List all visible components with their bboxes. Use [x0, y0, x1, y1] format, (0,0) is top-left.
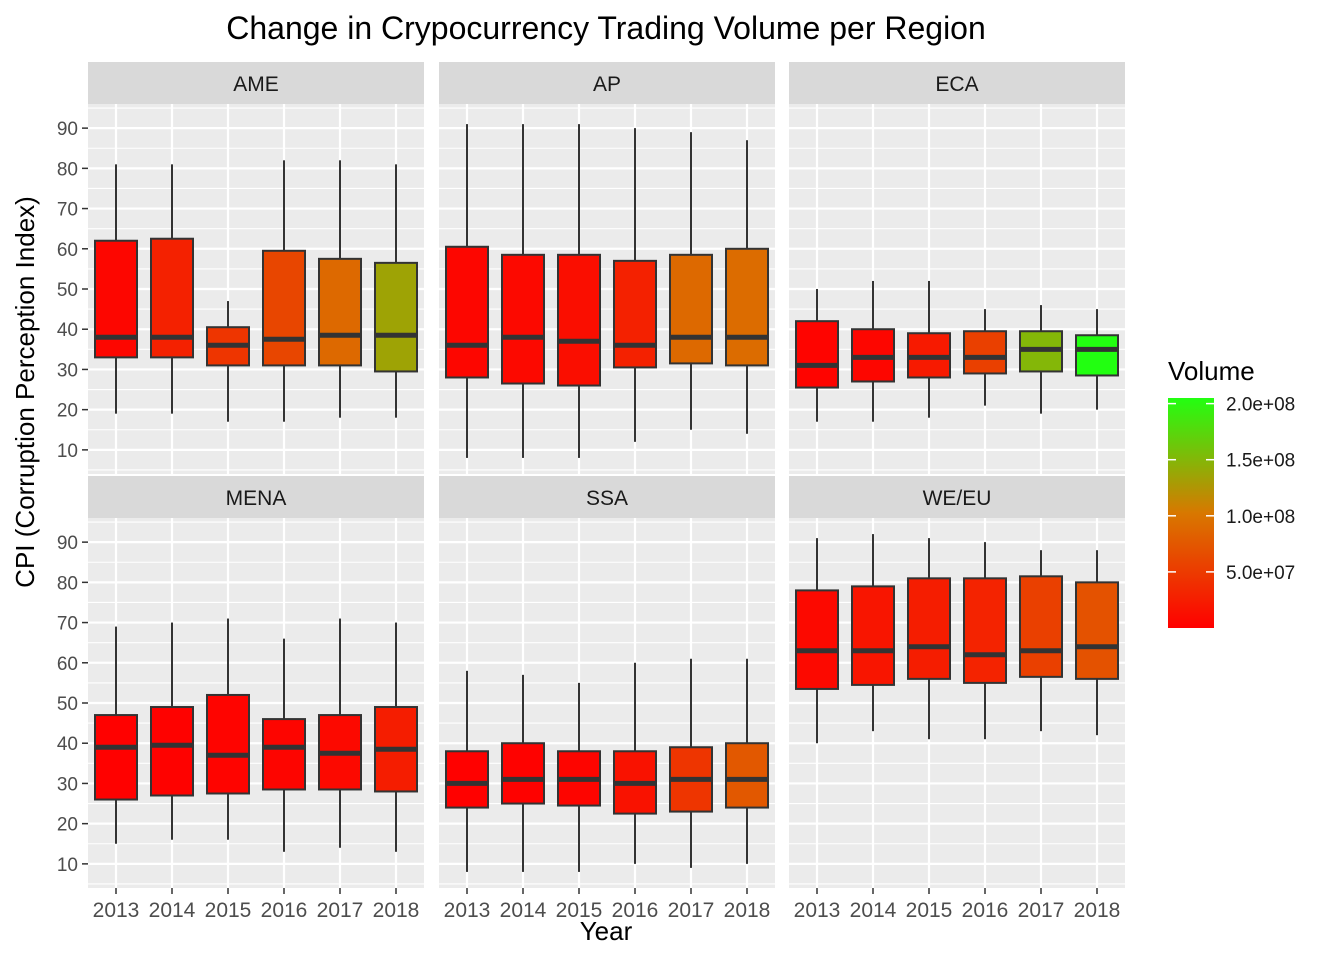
x-tick-label-2015: 2015 — [556, 899, 603, 922]
y-tick-label-20: 20 — [57, 815, 78, 836]
x-tick-label-2018: 2018 — [724, 899, 771, 922]
box-eca-2016 — [963, 330, 1007, 375]
box-ame-2016 — [262, 249, 306, 367]
y-tick-label-90: 90 — [57, 533, 78, 554]
y-tick-label-70: 70 — [57, 200, 78, 221]
box-we-eu-2014 — [851, 585, 895, 686]
y-tick-label-50: 50 — [57, 280, 78, 301]
x-tick-label-2014: 2014 — [149, 899, 196, 922]
strip-label-mena: MENA — [226, 487, 287, 510]
box-we-eu-2018 — [1075, 581, 1119, 680]
legend-title: Volume — [1168, 356, 1255, 386]
x-tick-label-2013: 2013 — [794, 899, 841, 922]
strip-we-eu — [789, 476, 1125, 518]
y-tick-label-10: 10 — [57, 855, 78, 876]
y-tick-label-40: 40 — [57, 320, 78, 341]
x-tick-label-2015: 2015 — [906, 899, 953, 922]
x-tick-label-2018: 2018 — [373, 899, 420, 922]
box-mena-2014 — [150, 706, 194, 797]
strip-ame — [88, 62, 424, 104]
x-tick-label-2013: 2013 — [93, 899, 140, 922]
x-tick-label-2014: 2014 — [850, 899, 897, 922]
strip-ap — [439, 62, 775, 104]
box-ap-2013 — [445, 245, 489, 379]
y-tick-label-60: 60 — [57, 240, 78, 261]
legend: Volume 2.0e+08 1.5e+08 1.0e+08 5.0e+07 — [1168, 356, 1295, 628]
box-we-eu-2016 — [963, 577, 1007, 684]
box-ap-2017 — [669, 253, 713, 365]
y-tick-label-80: 80 — [57, 573, 78, 594]
strip-mena — [88, 476, 424, 518]
strip-label-ssa: SSA — [586, 487, 628, 510]
box-ame-2017 — [318, 257, 362, 367]
y-tick-label-50: 50 — [57, 694, 78, 715]
y-tick-label-20: 20 — [57, 401, 78, 422]
strip-ssa — [439, 476, 775, 518]
legend-label-1: 1.5e+08 — [1226, 451, 1295, 472]
box-we-eu-2015 — [907, 577, 951, 680]
x-tick-label-2017: 2017 — [317, 899, 364, 922]
box-eca-2013 — [795, 320, 839, 389]
y-tick-label-10: 10 — [57, 441, 78, 462]
box-mena-2016 — [262, 718, 306, 791]
x-tick-label-2016: 2016 — [261, 899, 308, 922]
box-ap-2016 — [613, 259, 657, 369]
strip-label-we-eu: WE/EU — [923, 487, 992, 510]
y-axis-label: CPI (Corruption Perception Index) — [10, 196, 40, 588]
legend-label-3: 5.0e+07 — [1226, 563, 1295, 584]
box-mena-2013 — [94, 714, 138, 801]
legend-label-0: 2.0e+08 — [1226, 395, 1295, 416]
x-tick-label-2015: 2015 — [205, 899, 252, 922]
box-we-eu-2013 — [795, 589, 839, 690]
y-tick-label-30: 30 — [57, 774, 78, 795]
box-ssa-2013 — [445, 750, 489, 809]
x-tick-label-2016: 2016 — [962, 899, 1009, 922]
legend-label-2: 1.0e+08 — [1226, 507, 1295, 528]
box-ssa-2014 — [501, 742, 545, 805]
y-tick-label-70: 70 — [57, 614, 78, 635]
box-ap-2015 — [557, 253, 601, 387]
box-ssa-2018 — [725, 742, 769, 809]
box-we-eu-2017 — [1019, 575, 1063, 678]
box-eca-2018 — [1075, 334, 1119, 377]
legend-colorbar — [1168, 398, 1214, 628]
x-tick-label-2018: 2018 — [1074, 899, 1121, 922]
y-tick-label-30: 30 — [57, 360, 78, 381]
panels: AME 10 20 30 40 50 60 70 80 90 AP ECA MENA 10 20 30 40 50… — [57, 62, 1125, 922]
x-tick-label-2014: 2014 — [500, 899, 547, 922]
x-tick-label-2017: 2017 — [1018, 899, 1065, 922]
box-ame-2013 — [94, 239, 138, 359]
box-mena-2015 — [206, 693, 250, 795]
box-ap-2014 — [501, 253, 545, 385]
chart-title: Change in Crypocurrency Trading Volume p… — [226, 10, 986, 46]
box-ame-2018 — [374, 261, 418, 373]
y-tick-label-40: 40 — [57, 734, 78, 755]
y-tick-label-80: 80 — [57, 159, 78, 180]
y-tick-label-90: 90 — [57, 119, 78, 140]
strip-label-ap: AP — [593, 73, 621, 96]
x-tick-label-2017: 2017 — [668, 899, 715, 922]
x-axis-label: Year — [580, 916, 633, 946]
strip-eca — [789, 62, 1125, 104]
y-tick-label-60: 60 — [57, 654, 78, 675]
x-tick-label-2016: 2016 — [612, 899, 659, 922]
strip-label-eca: ECA — [935, 73, 978, 96]
strip-label-ame: AME — [233, 73, 279, 96]
x-tick-label-2013: 2013 — [444, 899, 491, 922]
box-ap-2018 — [725, 247, 769, 367]
